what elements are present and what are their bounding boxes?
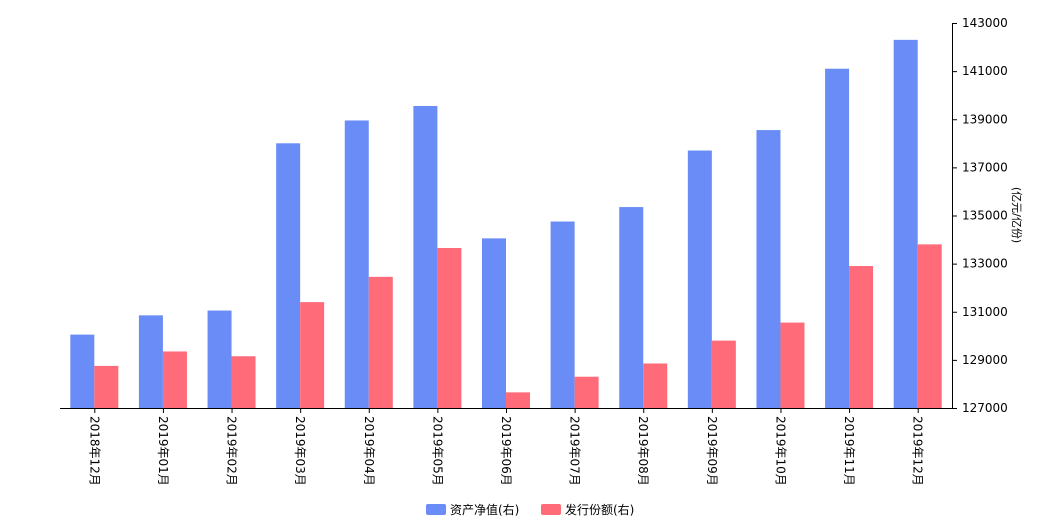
- legend-label: 发行份额(右): [565, 502, 634, 517]
- legend-item[interactable]: 发行份额(右): [541, 502, 634, 517]
- bar-net-asset-value: [276, 143, 301, 408]
- y-tick-label: 127000: [962, 401, 1008, 415]
- bar-issued-shares: [643, 363, 668, 408]
- x-category-label: 2019年06月: [499, 416, 513, 486]
- bar-net-asset-value: [619, 207, 644, 408]
- x-category-label: 2019年07月: [568, 416, 582, 486]
- bar-issued-shares: [849, 266, 874, 408]
- y-tick-label: 135000: [962, 209, 1008, 223]
- bar-issued-shares: [437, 247, 462, 408]
- bar-issued-shares: [231, 356, 256, 408]
- x-category-label: 2019年05月: [430, 416, 444, 486]
- bar-issued-shares: [711, 340, 736, 408]
- bar-net-asset-value: [550, 221, 575, 408]
- x-category-label: 2019年11月: [842, 416, 856, 486]
- y-axis-ticks: 127000 129000 131000 133000 135000 137000 1390…: [952, 16, 1008, 415]
- bar-net-asset-value: [344, 120, 369, 408]
- bar-issued-shares: [780, 322, 805, 408]
- bar-issued-shares: [368, 276, 393, 408]
- bar-issued-shares: [506, 392, 530, 408]
- bar-net-asset-value: [825, 68, 850, 408]
- bar-net-asset-value: [138, 315, 163, 408]
- legend[interactable]: 资产净值(右) 发行份额(右): [426, 502, 634, 517]
- x-category-label: 2019年10月: [773, 416, 787, 486]
- legend-label: 资产净值(右): [450, 502, 519, 517]
- x-category-label: 2019年02月: [225, 416, 239, 486]
- legend-item[interactable]: 资产净值(右): [426, 502, 519, 517]
- bar-net-asset-value: [207, 310, 232, 408]
- x-category-label: 2018年12月: [87, 416, 101, 486]
- y-axis-title: (亿元/亿份): [1010, 187, 1023, 243]
- x-category-label: 2019年09月: [705, 416, 719, 486]
- bar-issued-shares: [574, 376, 599, 408]
- bars-group: [70, 39, 942, 408]
- bar-net-asset-value: [756, 130, 781, 408]
- bar-net-asset-value: [413, 106, 438, 408]
- y-tick-label: 139000: [962, 112, 1008, 126]
- y-tick-label: 133000: [962, 257, 1008, 271]
- x-category-label: 2019年04月: [362, 416, 376, 486]
- bar-net-asset-value: [482, 238, 506, 408]
- y-tick-label: 141000: [962, 64, 1008, 78]
- bar-issued-shares: [300, 302, 325, 408]
- x-category-label: 2019年08月: [636, 416, 650, 486]
- bar-net-asset-value: [70, 334, 95, 408]
- bar-issued-shares: [917, 244, 942, 408]
- x-category-label: 2019年03月: [293, 416, 307, 486]
- bar-issued-shares: [94, 365, 119, 408]
- bar-issued-shares: [162, 351, 187, 408]
- x-category-label: 2019年01月: [156, 416, 170, 486]
- legend-swatch: [426, 504, 446, 515]
- x-category-label: 2019年12月: [911, 416, 925, 486]
- bar-net-asset-value: [687, 150, 712, 408]
- legend-swatch: [541, 504, 561, 515]
- x-axis-ticks: 2018年12月 2019年01月 2019年02月 2019年03月 2019年04月…: [87, 408, 925, 486]
- y-tick-label: 137000: [962, 160, 1008, 174]
- y-tick-label: 129000: [962, 353, 1008, 367]
- bar-net-asset-value: [893, 39, 918, 408]
- y-tick-label: 143000: [962, 16, 1008, 30]
- y-tick-label: 131000: [962, 305, 1008, 319]
